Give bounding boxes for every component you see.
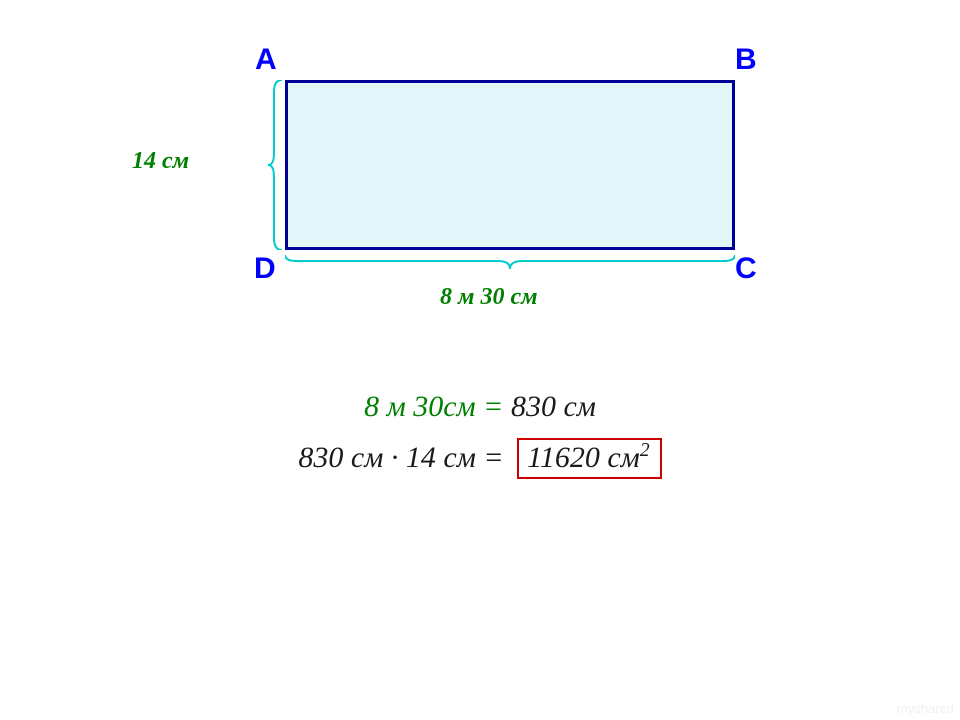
rectangle-abcd	[285, 80, 735, 250]
watermark: myshared	[897, 701, 954, 716]
vertex-c: С	[735, 252, 757, 286]
vertex-d: D	[254, 252, 276, 286]
vertex-b: В	[735, 43, 757, 77]
answer-box: 11620 см2	[517, 438, 661, 479]
calc-line-2: 830 см · 14 см = 11620 см2	[0, 438, 960, 479]
answer-value: 11620 см	[527, 441, 640, 474]
rectangle-diagram: А В D С 14 см 8 м 30 см	[120, 40, 820, 340]
conversion-result: 830 см	[511, 390, 596, 423]
width-label: 8 м 30 см	[440, 284, 538, 311]
conversion-prefix: 8 м 30см =	[364, 390, 511, 423]
multiplication-lhs: 830 см · 14 см =	[298, 441, 503, 474]
calc-line-1: 8 м 30см = 830 см	[0, 390, 960, 424]
left-brace-icon	[268, 80, 284, 250]
vertex-a: А	[255, 43, 277, 77]
bottom-brace-icon	[285, 253, 735, 269]
height-label: 14 см	[132, 148, 189, 175]
answer-exponent: 2	[640, 440, 650, 461]
